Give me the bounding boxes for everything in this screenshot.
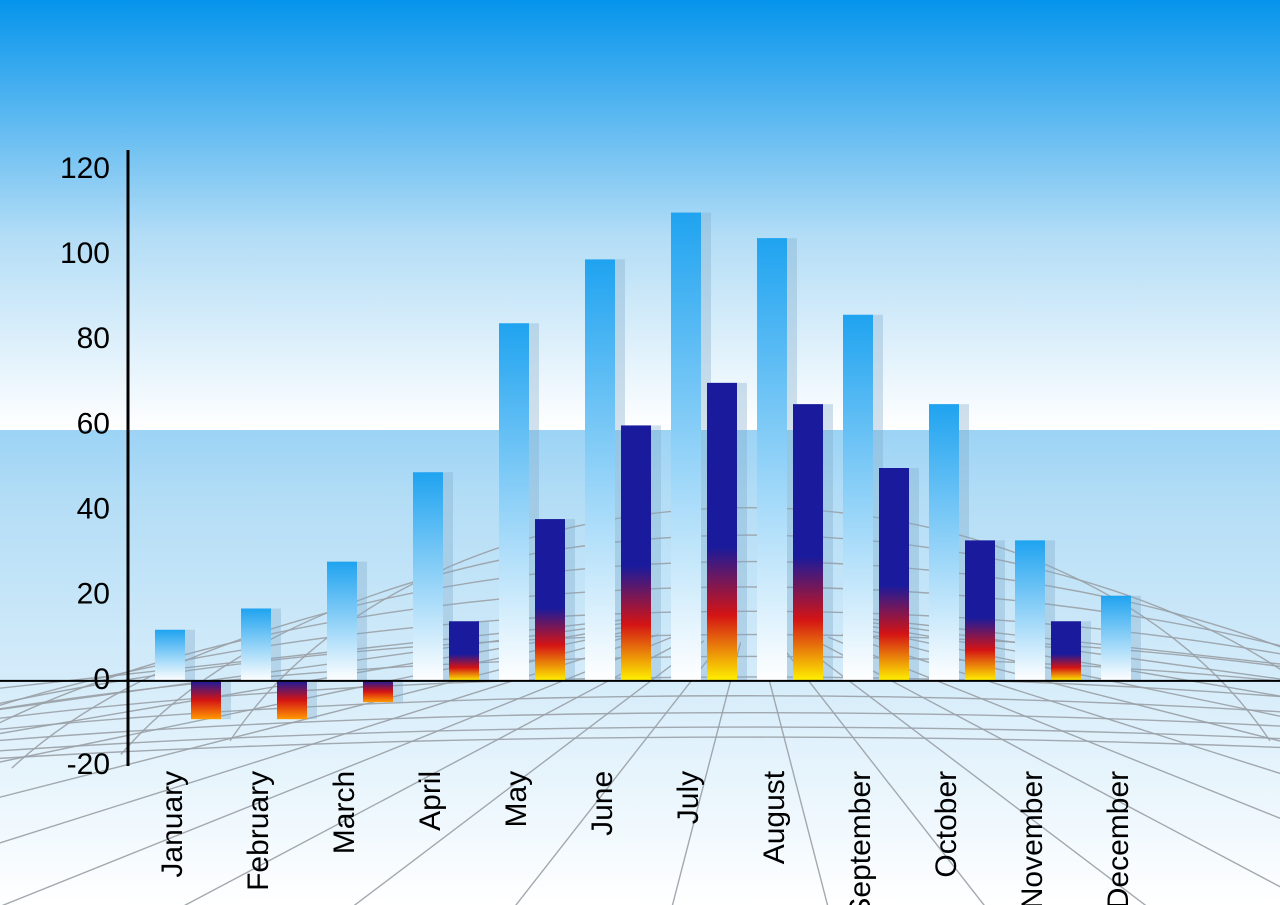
bar-series-b <box>621 425 651 680</box>
bar-series-a <box>241 608 271 680</box>
bar-series-a <box>499 323 529 681</box>
y-tick-label: 100 <box>60 237 110 270</box>
y-tick-label: 0 <box>93 663 110 696</box>
bar-series-b <box>535 519 565 681</box>
bar-series-a <box>327 562 357 681</box>
x-tick-label: May <box>500 771 533 828</box>
x-tick-label: November <box>1016 771 1049 905</box>
bar-series-b <box>449 621 479 681</box>
y-tick-label: 20 <box>77 578 110 611</box>
x-tick-label: January <box>156 771 189 878</box>
x-tick-label: April <box>414 771 447 831</box>
x-tick-label: June <box>586 771 619 836</box>
chart-svg: -20 0 20 40 60 80 100 120 January February March A… <box>0 0 1280 905</box>
bar-series-a <box>757 238 787 681</box>
bar-series-b <box>707 383 737 681</box>
bar-series-b <box>879 468 909 681</box>
x-tick-label: December <box>1102 771 1135 905</box>
bar-series-a <box>413 472 443 681</box>
chart-container: -20 0 20 40 60 80 100 120 January February March A… <box>0 0 1280 905</box>
bar-series-b <box>277 681 307 719</box>
bar-series-a <box>1101 596 1131 681</box>
x-tick-label: February <box>242 771 275 891</box>
y-tick-label: 80 <box>77 322 110 355</box>
x-tick-label: August <box>758 770 791 864</box>
x-tick-label: October <box>930 771 963 878</box>
bar-series-a <box>671 213 701 681</box>
bar-series-b <box>793 404 823 681</box>
bar-series-b <box>191 681 221 719</box>
y-tick-label: -20 <box>67 748 110 781</box>
x-tick-label: September <box>844 771 877 905</box>
bar-series-a <box>155 630 185 681</box>
bar-group <box>1101 596 1141 681</box>
bar-series-b <box>363 681 393 702</box>
bar-series-a <box>843 315 873 681</box>
bar-series-a <box>1015 540 1045 680</box>
y-tick-label: 120 <box>60 152 110 185</box>
bar-series-a <box>929 404 959 681</box>
x-tick-label: July <box>672 771 705 824</box>
y-tick-label: 40 <box>77 492 110 525</box>
bar-series-a <box>585 259 615 680</box>
x-tick-label: March <box>328 771 361 854</box>
bar-series-b <box>965 540 995 680</box>
y-tick-label: 60 <box>77 407 110 440</box>
bar-series-b <box>1051 621 1081 681</box>
